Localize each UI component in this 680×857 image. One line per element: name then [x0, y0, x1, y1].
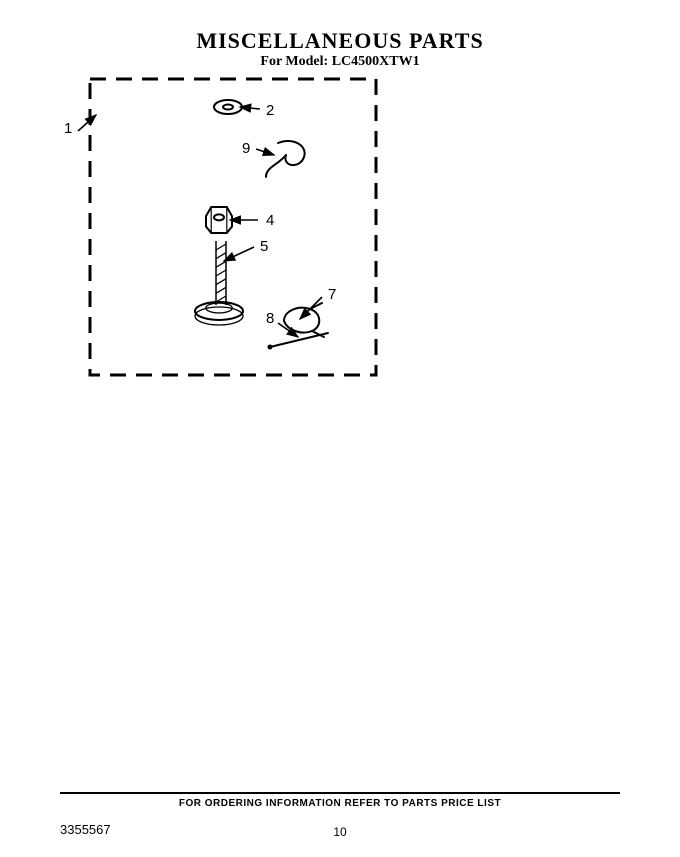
callout-label-4: 4 [266, 213, 274, 228]
callout-label-1: 1 [64, 121, 72, 136]
model-line: For Model: LC4500XTW1 [0, 54, 680, 70]
model-prefix: For Model: [260, 54, 331, 69]
footer-text: FOR ORDERING INFORMATION REFER TO PARTS … [0, 798, 680, 809]
page: MISCELLANEOUS PARTS For Model: LC4500XTW… [0, 0, 680, 857]
parts-diagram: 1294578 [70, 75, 380, 385]
callout-label-2: 2 [266, 103, 274, 118]
callout-label-7: 7 [328, 287, 336, 302]
footer-rule [60, 792, 620, 794]
page-title: MISCELLANEOUS PARTS [0, 28, 680, 54]
callout-label-5: 5 [260, 239, 268, 254]
callout-label-8: 8 [266, 311, 274, 326]
callout-label-9: 9 [242, 141, 250, 156]
model-number: LC4500XTW1 [332, 54, 420, 69]
page-number: 10 [0, 825, 680, 839]
